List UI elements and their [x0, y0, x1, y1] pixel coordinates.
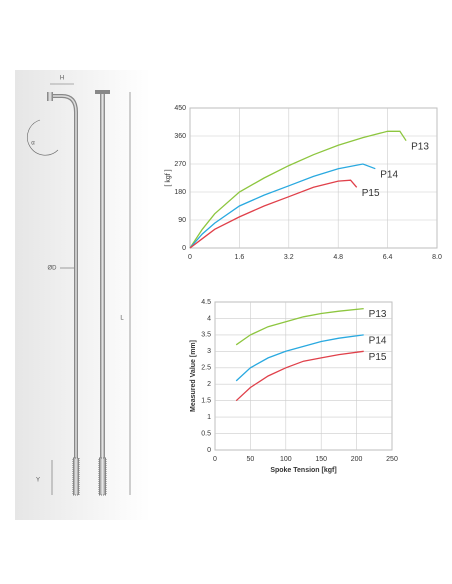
x-tick-label: 250 [386, 456, 398, 463]
x-tick-label: 150 [315, 456, 327, 463]
series-label: P14 [380, 169, 398, 180]
y-tick-label: 180 [174, 189, 186, 196]
y-tick-label: 360 [174, 133, 186, 140]
x-tick-label: 0 [188, 254, 192, 261]
diagram-label: H [60, 76, 64, 82]
diagram-label: Y [36, 478, 40, 484]
x-tick-label: 1.6 [235, 254, 245, 261]
x-tick-label: 50 [247, 456, 255, 463]
series-line [189, 163, 376, 249]
y-tick-label: 270 [174, 161, 186, 168]
series-label: P15 [369, 352, 387, 363]
y-tick-label: 4 [207, 315, 211, 322]
y-tick-label: 3.5 [201, 332, 211, 339]
y-tick-label: 1.5 [201, 398, 211, 405]
bent-spoke-highlight [52, 95, 77, 495]
series-line [189, 130, 407, 249]
diagram-background [15, 70, 150, 520]
series-line [235, 307, 364, 346]
y-tick-label: 3 [207, 348, 211, 355]
plot-area [189, 107, 438, 249]
x-tick-label: 4.8 [333, 254, 343, 261]
spoke-head [47, 92, 53, 101]
x-tick-label: 200 [351, 456, 363, 463]
x-tick-label: 0 [213, 456, 217, 463]
x-tick-label: 100 [280, 456, 292, 463]
y-tick-label: 1 [207, 414, 211, 421]
y-tick-label: 0 [182, 245, 186, 252]
diagram-label: ØD [48, 266, 58, 272]
y-tick-label: 2.5 [201, 365, 211, 372]
y-tick-label: 0 [207, 447, 211, 454]
diagram-label: L [120, 316, 124, 322]
y-tick-label: 4.5 [201, 299, 211, 306]
thread [72, 457, 80, 496]
y-axis-title: Measured Value [mm] [190, 340, 197, 412]
series-label: P14 [369, 336, 387, 347]
thread [98, 457, 107, 496]
y-tick-label: 2 [207, 381, 211, 388]
y-axis-title: [ kgf ] [165, 169, 172, 186]
y-tick-label: 90 [178, 217, 186, 224]
series-line [189, 179, 358, 249]
series-label: P13 [369, 309, 387, 320]
spoke-head [95, 90, 110, 94]
x-tick-label: 8.0 [432, 254, 442, 261]
spoke-diagram: H α ØD L Y [15, 70, 150, 520]
y-tick-label: 0.5 [201, 430, 211, 437]
series-line [235, 334, 364, 382]
x-tick-label: 3.2 [284, 254, 294, 261]
angle-arc [27, 119, 59, 156]
straight-spoke [100, 94, 105, 495]
series-label: P15 [362, 188, 380, 199]
y-tick-label: 450 [174, 105, 186, 112]
x-tick-label: 6.4 [383, 254, 393, 261]
series-line [235, 350, 364, 402]
diagram-label: α [31, 141, 35, 147]
x-axis-title: Spoke Tension [kgf] [270, 467, 336, 474]
series-label: P13 [411, 141, 429, 152]
